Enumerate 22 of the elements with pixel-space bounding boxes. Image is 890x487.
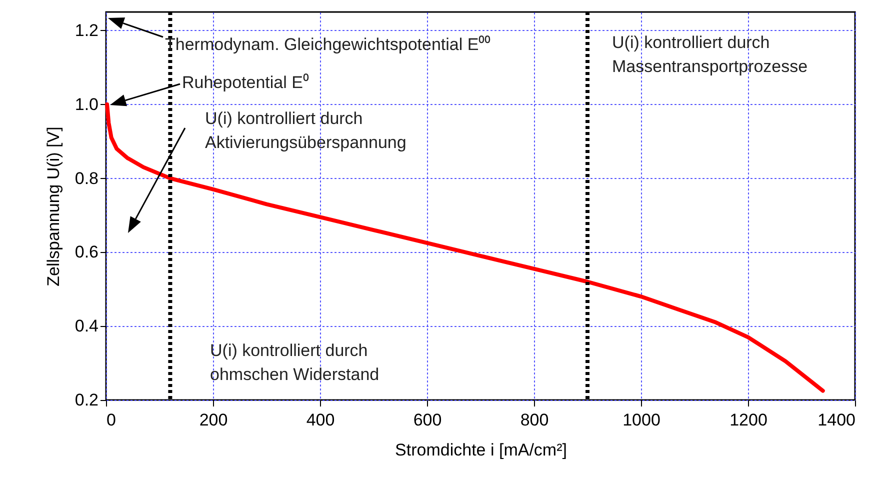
annotation: U(i) kontrolliert durch Aktivierungsüberspannung [205, 109, 406, 152]
x-tick-label: 600 [413, 410, 442, 430]
y-tick-label: 0.4 [74, 316, 98, 336]
y-tick-label: 0.6 [74, 242, 98, 262]
y-tick-label: 1.0 [74, 94, 98, 114]
y-tick-label: 0.8 [74, 168, 98, 188]
x-tick-label: 0 [106, 410, 116, 430]
y-tick-label: 1.2 [74, 20, 98, 40]
x-tick-label: 1000 [622, 410, 660, 430]
x-tick-label: 1200 [730, 410, 768, 430]
x-axis-title: Stromdichte i [mA/cm²] [395, 440, 567, 460]
line-series [105, 102, 825, 393]
x-tick-label: 800 [520, 410, 549, 430]
x-tick-label: 1400 [818, 410, 856, 430]
annotation: Ruhepotential E⁰ [182, 73, 309, 92]
y-tick-label: 0.2 [74, 390, 98, 410]
y-axis-title: Zellspannung U(i) [V] [44, 126, 63, 286]
x-tick-label: 400 [306, 410, 335, 430]
annotation: Thermodynam. Gleichgewichtspotential E⁰⁰ [165, 35, 491, 54]
annotation: U(i) kontrolliert durch Massentransportprozesse [612, 33, 808, 76]
x-tick-label: 200 [199, 410, 228, 430]
annotation: U(i) kontrolliert durch ohmschen Widerstand [210, 341, 380, 384]
